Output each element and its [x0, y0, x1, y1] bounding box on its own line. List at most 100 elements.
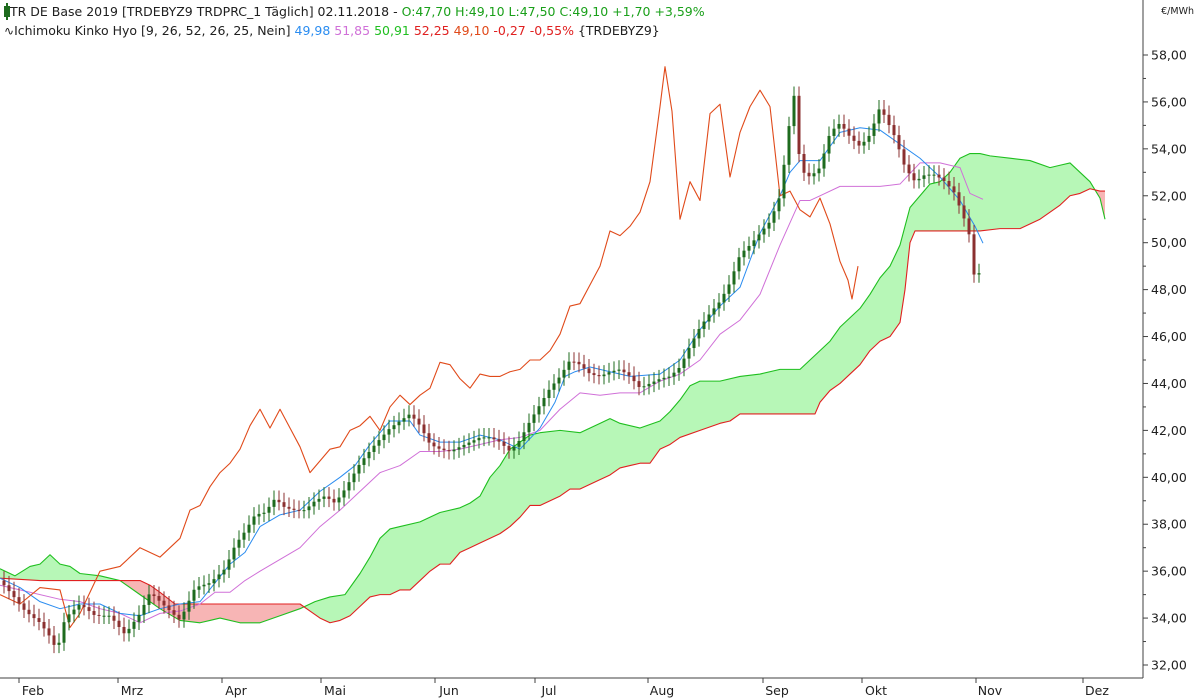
candle-body	[617, 369, 621, 371]
candle-body	[667, 376, 671, 378]
candle-body	[227, 559, 231, 570]
candle-body	[612, 370, 616, 373]
y-tick-label: 36,00	[1151, 564, 1187, 579]
candle-body	[827, 135, 831, 154]
candle-body	[817, 168, 821, 174]
candle-body	[327, 496, 331, 499]
candle-body	[402, 418, 406, 422]
candle-body	[357, 464, 361, 474]
candle-body	[677, 367, 681, 373]
candle-body	[297, 509, 301, 511]
candle-body	[187, 600, 191, 612]
instrument-title: TR DE Base 2019 [TRDEBYZ9 TRDPRC_1 Tägli…	[10, 4, 402, 19]
candle-body	[557, 377, 561, 384]
candle-body	[107, 615, 111, 617]
candle-body	[397, 421, 401, 426]
candle-body	[607, 372, 611, 375]
candle-body	[647, 383, 651, 387]
candle-body	[662, 377, 666, 380]
indicator-wave-icon: ∿	[4, 24, 15, 38]
candle-body	[392, 425, 396, 430]
x-tick-label: Mai	[324, 683, 346, 698]
candle-body	[102, 615, 106, 617]
candle-body	[527, 422, 531, 433]
candle-body	[407, 414, 411, 419]
candle-body	[552, 383, 556, 390]
y-tick-label: 46,00	[1151, 329, 1187, 344]
cloud-bullish	[0, 554, 120, 581]
candle-body	[727, 284, 731, 294]
candle-body	[152, 594, 156, 597]
candle-body	[912, 173, 916, 181]
candle-body	[142, 604, 146, 615]
header-line-main: TR DE Base 2019 [TRDEBYZ9 TRDPRC_1 Tägli…	[4, 3, 705, 20]
x-tick-label: Dez	[1085, 683, 1109, 698]
candle-body	[257, 513, 261, 517]
candle-body	[482, 437, 486, 439]
candle-body	[947, 180, 951, 187]
candle-body	[252, 516, 256, 525]
candle-body	[197, 586, 201, 590]
candle-body	[247, 524, 251, 533]
candle-body	[522, 432, 526, 441]
candle-body	[842, 123, 846, 129]
candle-body	[977, 273, 981, 275]
candle-body	[72, 609, 76, 615]
candle-body	[802, 154, 806, 173]
candle-body	[462, 444, 466, 448]
candle-body	[572, 361, 576, 363]
candle-body	[47, 628, 51, 636]
candle-body	[692, 338, 696, 349]
candle-body	[377, 440, 381, 446]
candle-body	[2, 580, 6, 586]
candle-body	[932, 174, 936, 176]
candle-body	[937, 174, 941, 178]
candle-body	[507, 445, 511, 451]
x-tick-label: Mrz	[121, 683, 144, 698]
x-tick-label: Okt	[865, 683, 887, 698]
candle-body	[917, 178, 921, 181]
candle-body	[27, 609, 31, 615]
ichimoku-title: Ichimoku Kinko Hyo [9, 26, 52, 26, 25, N…	[14, 23, 291, 38]
candle-body	[437, 446, 441, 449]
candle-body	[807, 172, 811, 177]
candle-body	[702, 321, 706, 330]
candle-body	[587, 368, 591, 374]
candle-body	[857, 140, 861, 146]
candle-body	[757, 234, 761, 241]
candle-body	[182, 611, 186, 620]
candle-body	[137, 614, 141, 622]
candle-body	[777, 198, 781, 212]
candle-body	[542, 398, 546, 407]
candle-body	[597, 375, 601, 377]
cloud-bearish	[1096, 190, 1105, 220]
candle-body	[487, 437, 491, 439]
candle-body	[537, 406, 541, 415]
candle-body	[547, 389, 551, 399]
candle-body	[382, 434, 386, 441]
candle-body	[742, 250, 746, 258]
candle-body	[167, 605, 171, 611]
chikou-change: -0,27 -0,55%	[493, 23, 574, 38]
candle-body	[952, 186, 956, 193]
candle-body	[7, 585, 11, 592]
candle-body	[907, 164, 911, 174]
candle-body	[42, 621, 46, 629]
candle-body	[697, 329, 701, 339]
candle-body	[207, 583, 211, 585]
candle-body	[512, 446, 516, 451]
candle-body	[232, 547, 236, 560]
candle-body	[92, 611, 96, 615]
candle-body	[582, 364, 586, 369]
y-tick-label: 44,00	[1151, 376, 1187, 391]
candle-body	[562, 369, 566, 378]
candle-body	[287, 506, 291, 509]
candle-body	[862, 141, 866, 146]
candle-body	[302, 510, 306, 512]
candle-body	[567, 361, 571, 370]
candle-body	[717, 302, 721, 309]
candle-body	[362, 458, 366, 465]
x-tick-label: Feb	[22, 683, 44, 698]
candle-body	[317, 498, 321, 502]
